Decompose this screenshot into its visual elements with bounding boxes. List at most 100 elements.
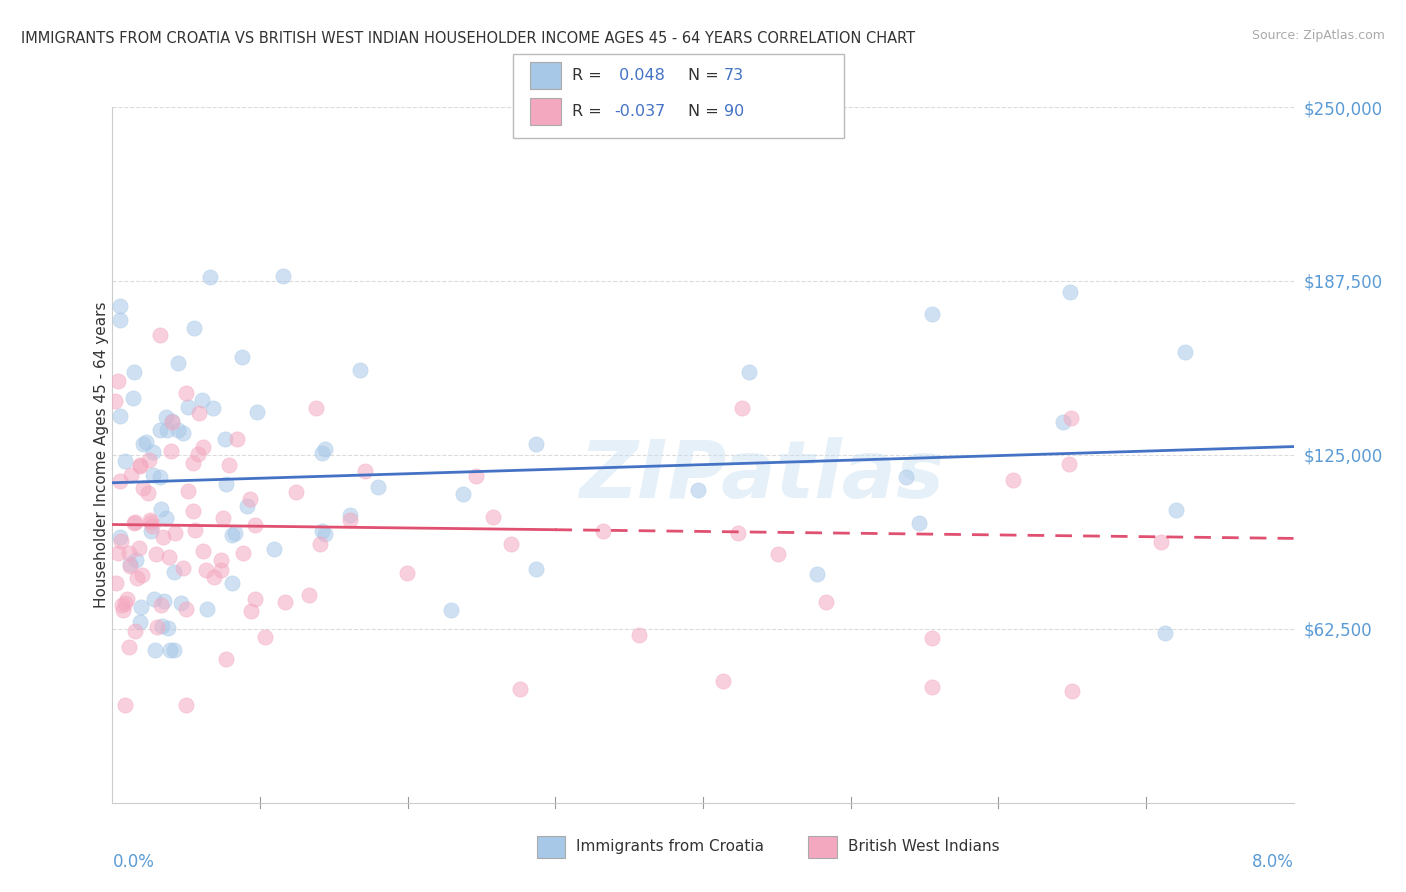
Point: [167, 356, 190, 370]
Point: [191, 440, 214, 454]
Point: [155, 409, 177, 424]
Text: N =: N =: [688, 104, 724, 119]
Point: [181, 456, 204, 470]
Point: [121, 391, 143, 405]
Text: R =: R =: [572, 104, 607, 119]
Point: [212, 510, 235, 524]
Point: [1059, 285, 1081, 299]
Point: [243, 518, 266, 533]
Point: [152, 593, 174, 607]
Point: [314, 527, 336, 541]
Point: [195, 601, 218, 615]
Point: [149, 327, 172, 342]
Point: [738, 365, 761, 379]
Point: [200, 270, 222, 285]
Point: [1001, 474, 1024, 488]
Text: Source: ZipAtlas.com: Source: ZipAtlas.com: [1251, 29, 1385, 42]
Point: [221, 528, 243, 542]
Point: [120, 558, 142, 572]
Point: [231, 350, 253, 364]
Text: British West Indians: British West Indians: [848, 839, 1000, 855]
Point: [162, 415, 184, 429]
Point: [176, 483, 198, 498]
Text: N =: N =: [688, 69, 724, 83]
Point: [1150, 535, 1173, 549]
Point: [465, 468, 488, 483]
Point: [731, 401, 754, 416]
Point: [138, 452, 160, 467]
Point: [188, 406, 211, 420]
Point: [311, 524, 333, 538]
Point: [135, 434, 157, 449]
Point: [149, 423, 172, 437]
Point: [187, 447, 209, 461]
Point: [921, 307, 943, 321]
Point: [146, 619, 169, 633]
Point: [209, 553, 232, 567]
Point: [482, 510, 505, 524]
Point: [118, 559, 141, 574]
Point: [215, 652, 238, 666]
Point: [111, 603, 134, 617]
Point: [202, 401, 225, 416]
Point: [1060, 683, 1083, 698]
Point: [195, 563, 218, 577]
Point: [311, 446, 333, 460]
Point: [183, 321, 205, 335]
Point: [124, 553, 146, 567]
Point: [814, 595, 837, 609]
Point: [104, 393, 127, 408]
Point: [163, 565, 186, 579]
Point: [128, 541, 150, 556]
Point: [921, 631, 943, 645]
Point: [143, 642, 166, 657]
Point: [104, 576, 127, 591]
Point: [107, 374, 129, 388]
Point: [129, 599, 152, 614]
Point: [170, 596, 193, 610]
Point: [124, 624, 146, 639]
Text: 8.0%: 8.0%: [1251, 853, 1294, 871]
Point: [273, 595, 295, 609]
Point: [305, 401, 328, 416]
Point: [240, 605, 263, 619]
Point: [177, 400, 200, 414]
Point: [367, 480, 389, 494]
Point: [149, 470, 172, 484]
Point: [263, 541, 285, 556]
Point: [111, 598, 134, 612]
Point: [592, 524, 614, 539]
Point: [142, 591, 165, 606]
Point: [214, 432, 236, 446]
Point: [271, 268, 294, 283]
Point: [396, 566, 419, 580]
Point: [108, 299, 131, 313]
Point: [451, 487, 474, 501]
Point: [174, 698, 197, 713]
Point: [150, 598, 173, 612]
Point: [114, 454, 136, 468]
Point: [118, 640, 141, 654]
Point: [174, 385, 197, 400]
Point: [172, 561, 194, 575]
Point: [157, 621, 180, 635]
Point: [142, 467, 165, 482]
Point: [129, 458, 152, 472]
Point: [122, 365, 145, 379]
Point: [150, 502, 173, 516]
Point: [159, 642, 181, 657]
Point: [439, 602, 461, 616]
Text: 73: 73: [724, 69, 744, 83]
Point: [132, 481, 155, 495]
Point: [686, 483, 709, 497]
Point: [118, 546, 141, 560]
Point: [125, 571, 148, 585]
Point: [174, 602, 197, 616]
Point: [131, 437, 153, 451]
Point: [908, 516, 931, 530]
Point: [114, 698, 136, 713]
Text: R =: R =: [572, 69, 607, 83]
Point: [108, 530, 131, 544]
Point: [191, 544, 214, 558]
Point: [163, 525, 186, 540]
